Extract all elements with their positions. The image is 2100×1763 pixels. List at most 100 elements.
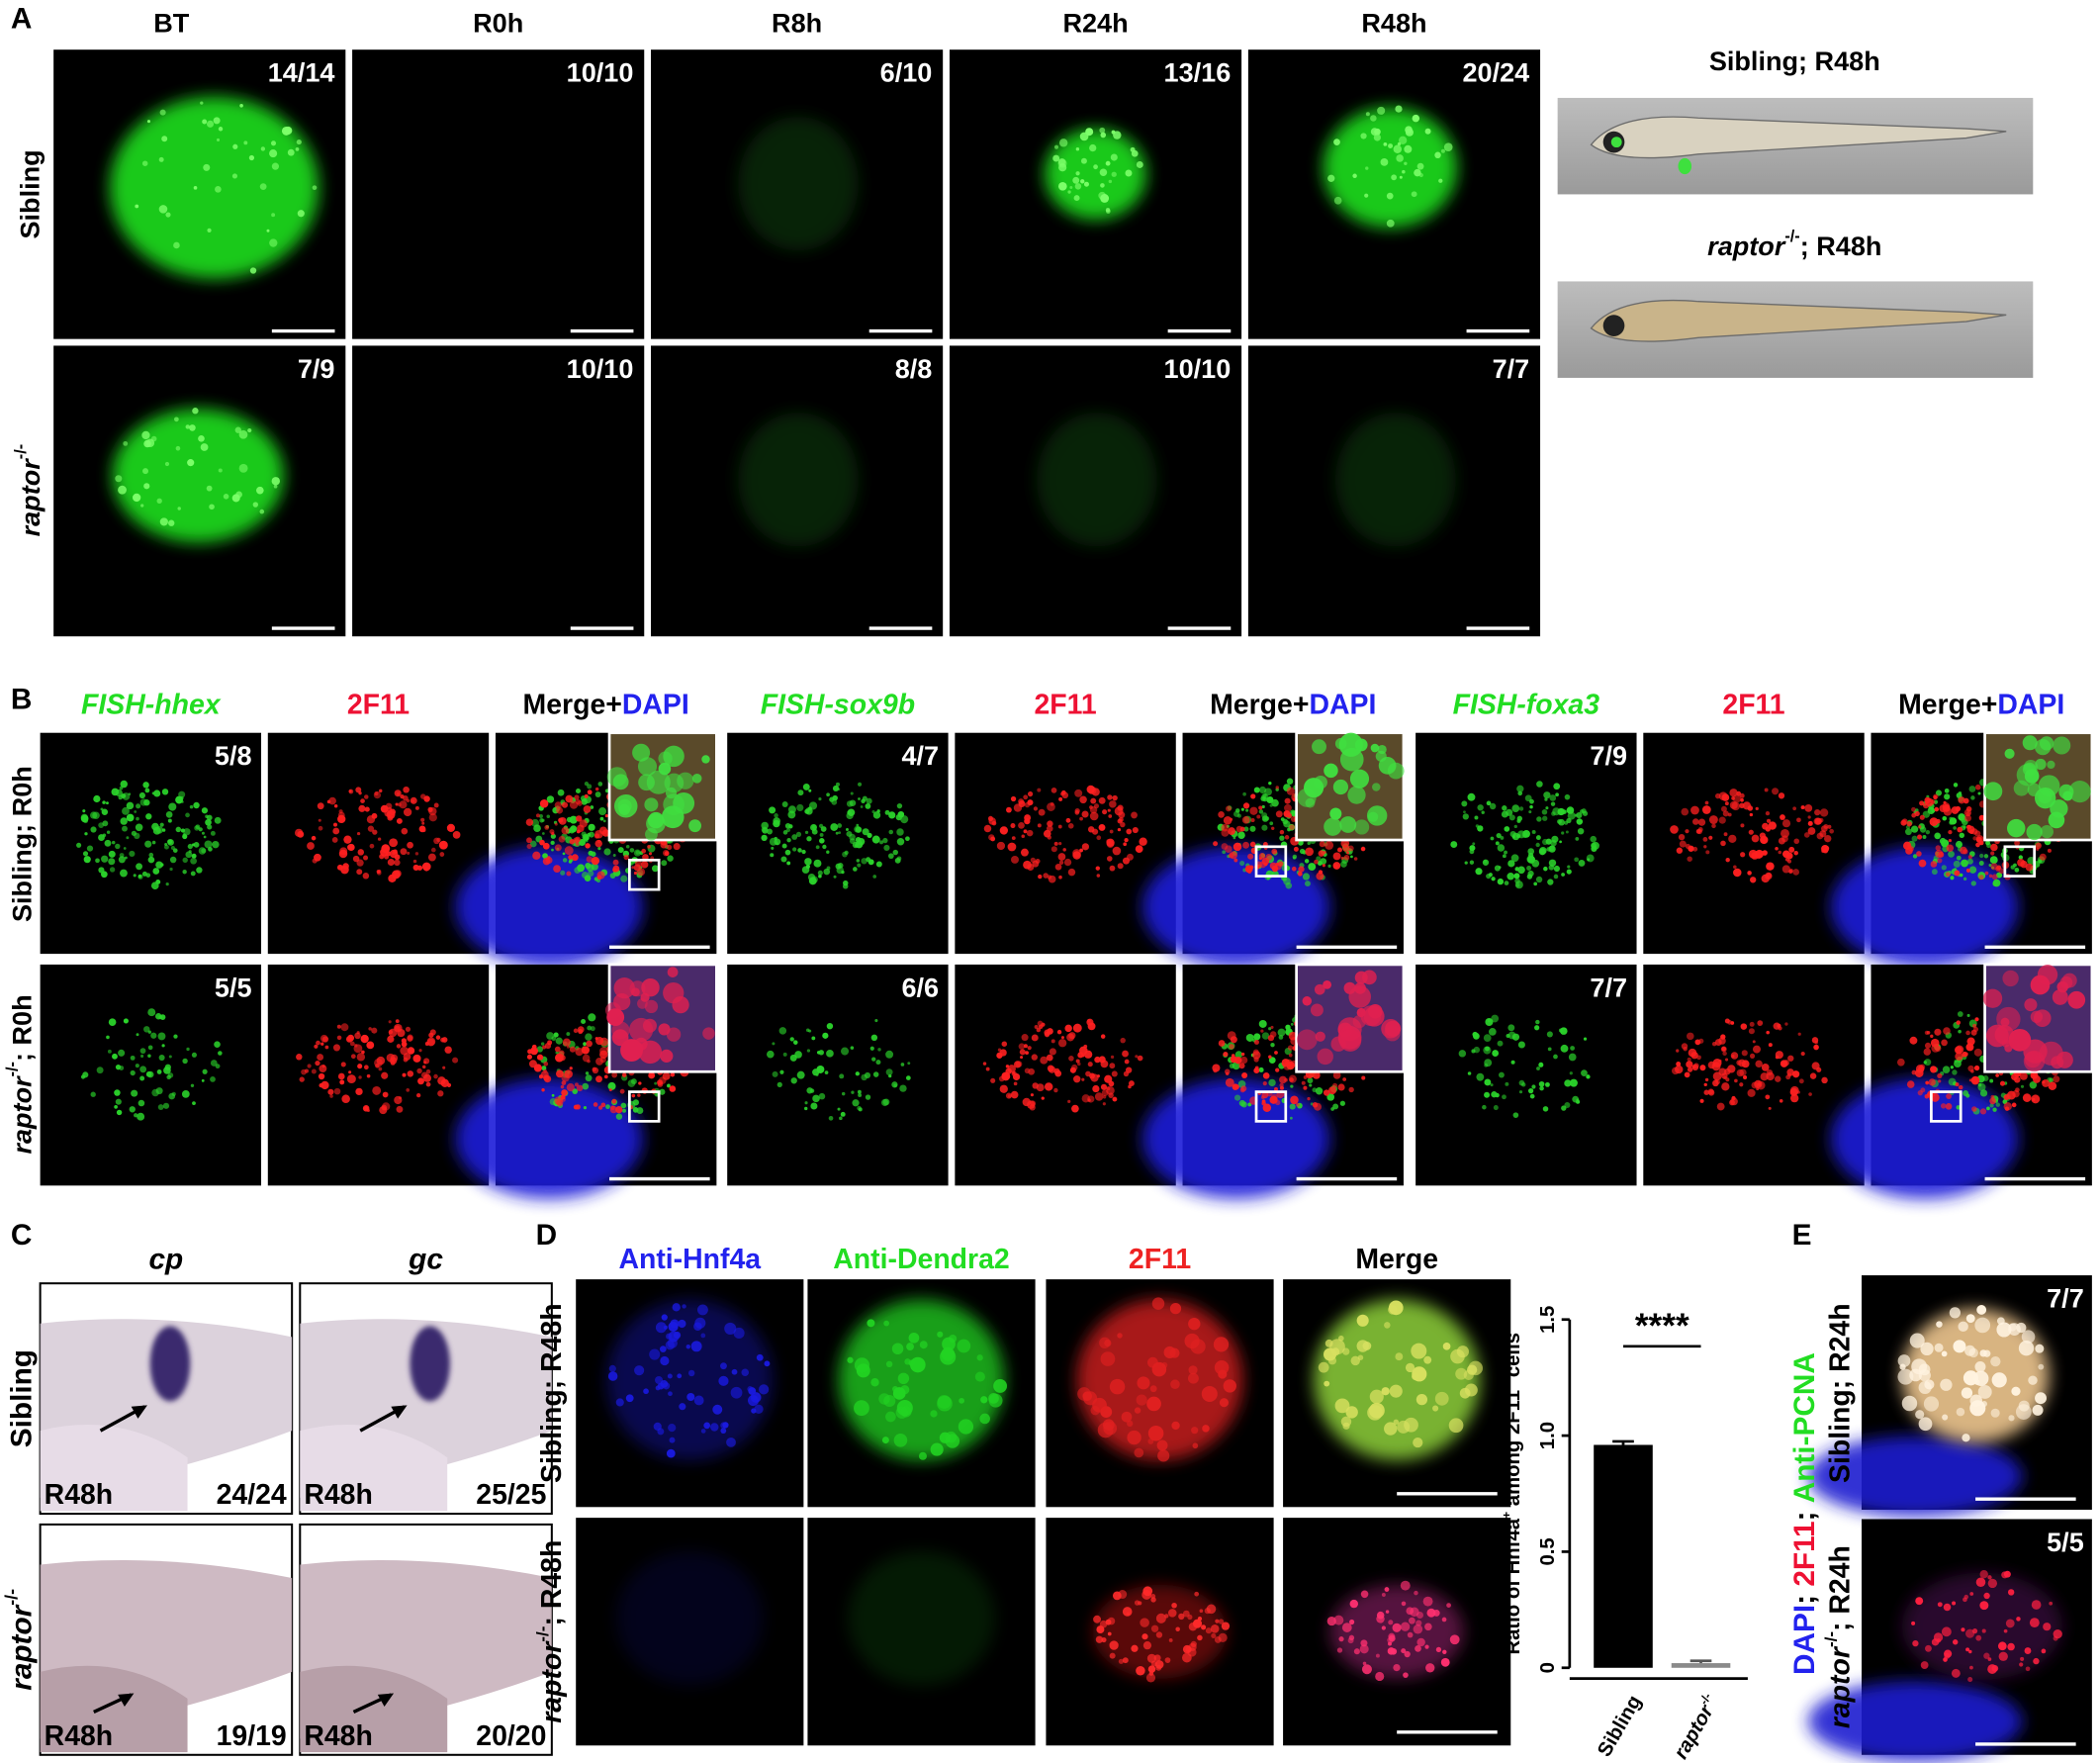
signal-dot [1079,848,1083,853]
text-segment: Merge+ [523,689,622,720]
signal-dot [611,1098,617,1104]
signal-dot [806,836,812,842]
signal-dot [1971,1106,1977,1112]
signal-dot [700,1429,706,1434]
signal-dot [394,854,401,861]
signal-dot [364,806,370,812]
signal-dot [1434,151,1441,159]
micrograph [727,732,949,955]
signal-dot [1829,828,1834,834]
signal-dot [168,519,175,526]
signal-dot [440,1078,449,1087]
signal-dot [1404,144,1413,153]
signal-dot [1241,1071,1248,1079]
signal-dot [554,844,562,852]
signal-dot [1435,1646,1442,1652]
signal-dot [1491,877,1496,882]
signal-dot [1729,800,1738,809]
signal-dot [1072,1023,1082,1033]
signal-dot [1396,154,1404,162]
signal-dot [1108,814,1113,818]
signal-dot [407,851,411,855]
signal-dot [1087,1062,1093,1067]
signal-dot [1089,811,1099,821]
signal-dot [1360,1639,1368,1647]
signal-dot [1974,1317,1991,1334]
signal-dot [1046,1054,1053,1062]
signal-dot [609,1105,618,1114]
signal-dot [2038,859,2043,864]
column-header: 2F11 [1722,689,1784,720]
signal-dot [1765,1094,1771,1100]
signal-dot [558,835,566,843]
text-segment: DAPI [622,689,689,720]
signal-dot [527,1049,532,1055]
fluorescence [1323,107,1458,229]
signal-dot [1388,143,1394,149]
signal-dot [136,816,139,821]
signal-dot [663,1325,668,1330]
signal-dot [372,1085,382,1095]
signal-dot [1708,815,1718,824]
signal-dot [657,1079,663,1086]
signal-dot [129,1106,136,1113]
signal-dot [420,817,425,822]
signal-dot [1985,840,1990,846]
signal-dot [1912,1639,1919,1647]
signal-dot [828,1115,834,1121]
signal-dot [1253,1057,1259,1063]
signal-dot [403,786,410,793]
signal-dot [566,816,573,823]
signal-dot [1348,985,1372,1008]
signal-dot [1261,1032,1270,1040]
signal-dot [881,1437,889,1444]
signal-dot [108,850,116,858]
signal-dot [1416,1637,1425,1647]
signal-dot [1111,1070,1118,1077]
signal-dot [1507,1031,1516,1040]
signal-dot [1261,1091,1269,1099]
y-axis-label: Ratio of Hnf4a+ among 2F11+ cells [1500,1333,1524,1655]
signal-dot [1768,821,1777,830]
column-header: cp [149,1243,184,1275]
signal-dot [1405,1362,1415,1373]
signal-dot [196,867,203,874]
signal-dot [356,831,361,836]
signal-dot [700,1333,706,1339]
signal-dot [846,800,854,807]
text-segment: Merge [1355,1244,1438,1275]
signal-dot [1787,859,1791,864]
signal-dot [856,859,861,863]
signal-dot [772,1042,776,1046]
micrograph [955,964,1176,1186]
signal-dot [414,852,419,856]
signal-dot [1122,1050,1129,1058]
column-header: R24h [1062,8,1128,39]
signal-dot [360,798,365,803]
signal-dot [1991,1664,1999,1672]
signal-dot [1032,860,1040,868]
signal-dot [336,1035,342,1041]
signal-dot [1136,1394,1147,1406]
signal-dot [2059,975,2073,989]
signal-dot [633,871,638,876]
fluorescence [848,1550,995,1686]
signal-dot [1324,1380,1330,1387]
signal-dot [235,491,242,499]
signal-dot [1766,818,1772,823]
signal-dot [577,864,586,873]
signal-dot [1967,1065,1974,1072]
signal-dot [1698,1038,1704,1044]
signal-dot [1804,804,1813,812]
signal-dot [1330,1107,1334,1111]
signal-dot [712,1404,723,1415]
signal-dot [337,811,345,819]
signal-dot [801,849,806,855]
signal-dot [585,1033,593,1041]
signal-dot [1937,1602,1943,1608]
signal-dot [423,1061,427,1065]
signal-dot [822,844,827,850]
signal-dot [1323,979,1332,989]
liver-stain [149,1326,191,1402]
signal-dot [1510,1060,1515,1065]
